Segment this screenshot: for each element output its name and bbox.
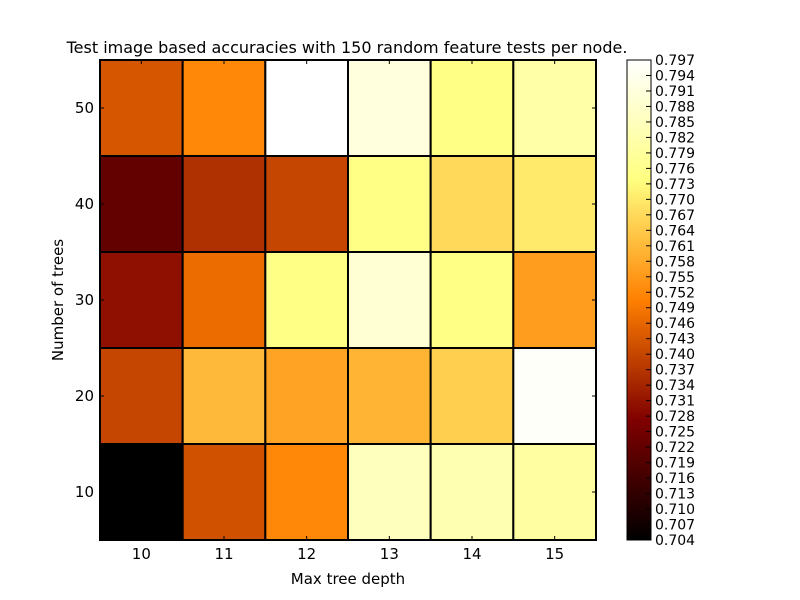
heatmap-cell: [181, 155, 267, 253]
x-tick-label: 10: [132, 545, 151, 563]
heatmap-cell: [264, 155, 350, 253]
colorbar-tick-label: 0.719: [655, 456, 695, 472]
colorbar-tick-label: 0.788: [655, 99, 695, 115]
heatmap-cell: [512, 59, 597, 157]
heatmap-cell: [99, 155, 184, 253]
colorbar-tick-label: 0.725: [655, 425, 695, 441]
colorbar-tick-label: 0.707: [655, 518, 695, 534]
y-tick-label: 40: [75, 195, 94, 213]
x-tick-label: 15: [545, 545, 564, 563]
heatmap-cell: [347, 59, 432, 157]
colorbar-tick-label: 0.737: [655, 363, 695, 379]
heatmap-cell: [181, 59, 267, 157]
colorbar-tick-label: 0.749: [655, 301, 695, 317]
x-tick-label: 11: [214, 545, 233, 563]
colorbar-tick-label: 0.797: [655, 53, 695, 69]
y-axis-label: Number of trees: [49, 239, 67, 361]
heatmap-cell: [429, 251, 515, 349]
colorbar-tick-label: 0.716: [655, 471, 695, 487]
heatmap-cell: [347, 251, 432, 349]
heatmap-cell: [512, 155, 597, 253]
x-tick-label: 14: [462, 545, 481, 563]
colorbar-tick-label: 0.755: [655, 270, 695, 286]
y-tick-label: 30: [75, 291, 94, 309]
colorbar-tick-label: 0.752: [655, 285, 695, 301]
colorbar-tick-label: 0.773: [655, 177, 695, 193]
colorbar-tick-label: 0.791: [655, 84, 695, 100]
heatmap-cell: [264, 59, 350, 157]
chart-title: Test image based accuracies with 150 ran…: [66, 38, 628, 57]
heatmap-cell: [99, 251, 184, 349]
colorbar-tick-label: 0.758: [655, 254, 695, 270]
colorbar: [626, 59, 652, 541]
y-axis-ticks: 10 20 30 40 50: [75, 99, 596, 501]
colorbar-tick-label: 0.746: [655, 316, 695, 332]
y-tick-label: 20: [75, 387, 94, 405]
colorbar-tick-label: 0.779: [655, 146, 695, 162]
colorbar-tick-label: 0.767: [655, 208, 695, 224]
colorbar-tick-label: 0.722: [655, 440, 695, 456]
heatmap-cell: [181, 251, 267, 349]
heatmap-cell: [181, 347, 267, 445]
colorbar-ticks: 0.7040.7070.7100.7130.7160.7190.7220.725…: [646, 53, 695, 549]
heatmap-cell: [512, 347, 597, 445]
colorbar-tick-label: 0.710: [655, 502, 695, 518]
colorbar-tick-label: 0.740: [655, 347, 695, 363]
heatmap-cell: [347, 347, 432, 445]
colorbar-tick-label: 0.764: [655, 223, 695, 239]
heatmap-cell: [347, 443, 432, 541]
colorbar-tick-label: 0.734: [655, 378, 695, 394]
y-tick-label: 50: [75, 99, 94, 117]
colorbar-tick-label: 0.770: [655, 192, 695, 208]
colorbar-tick-label: 0.794: [655, 68, 695, 84]
y-tick-label: 10: [75, 483, 94, 501]
heatmap-cell: [181, 443, 267, 541]
heatmap-cell: [264, 347, 350, 445]
heatmap-cell: [429, 443, 515, 541]
x-tick-label: 12: [297, 545, 316, 563]
colorbar-tick-label: 0.776: [655, 161, 695, 177]
heatmap-cell: [99, 59, 184, 157]
heatmap-cell: [512, 443, 597, 541]
heatmap-cell: [99, 347, 184, 445]
x-tick-label: 13: [380, 545, 399, 563]
colorbar-tick-label: 0.704: [655, 533, 695, 549]
heatmap-cell: [264, 443, 350, 541]
colorbar-tick-label: 0.713: [655, 487, 695, 503]
heatmap-cell: [99, 443, 184, 541]
x-axis-ticks: 10 11 12 13 14 15: [132, 60, 564, 563]
colorbar-tick-label: 0.785: [655, 115, 695, 131]
colorbar-tick-label: 0.731: [655, 394, 695, 410]
colorbar-tick-label: 0.743: [655, 332, 695, 348]
colorbar-tick-label: 0.782: [655, 130, 695, 146]
x-axis-label: Max tree depth: [291, 570, 405, 588]
colorbar-tick-label: 0.761: [655, 239, 695, 255]
heatmap-cell: [512, 251, 597, 349]
heatmap-cell: [429, 59, 515, 157]
heatmap-cell: [347, 155, 432, 253]
heatmap-cell: [429, 155, 515, 253]
heatmap-cell: [264, 251, 350, 349]
colorbar-tick-label: 0.728: [655, 409, 695, 425]
heatmap-cell: [429, 347, 515, 445]
heatmap-cells: [99, 59, 597, 541]
